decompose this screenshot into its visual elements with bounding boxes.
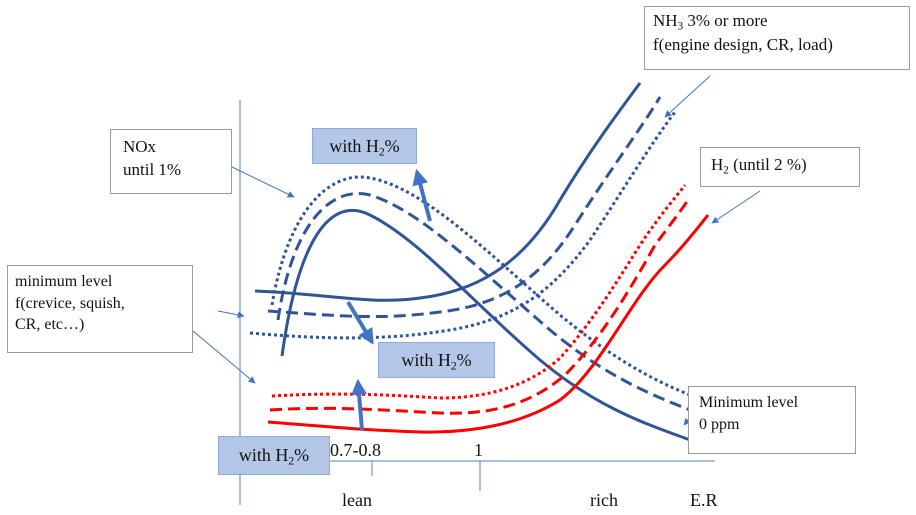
h2-effect-arrow-h2 <box>351 378 368 431</box>
with-h2-label-nh3: with H2% <box>378 342 495 378</box>
minimum-level-line2: f(crevice, squish, <box>15 294 125 312</box>
pointer-h2 <box>711 190 761 224</box>
nh3-callout-line2: f(engine design, CR, load) <box>653 35 833 55</box>
minimum-level-zero-callout-box: Minimum level 0 ppm <box>688 386 856 454</box>
pointer-nh3 <box>664 75 711 118</box>
pointer-nox <box>231 166 295 198</box>
tick-label-07-08: 0.7-0.8 <box>330 440 381 460</box>
pointer-minimum-level-2 <box>192 330 256 384</box>
nh3-curve-dashed <box>267 96 662 319</box>
minimum-level-line3: CR, etc…) <box>15 316 85 334</box>
h2-curve-dashed <box>269 199 690 415</box>
h2-curve-dotted <box>271 184 687 400</box>
nox-callout-line1: NOx <box>123 137 157 156</box>
h2-callout-box: H2 (until 2 %) <box>700 147 860 187</box>
minimum-level-line1: minimum level <box>15 273 113 290</box>
nh3-callout-line1: NH3 3% or more <box>653 11 768 33</box>
axis-label-rich: rich <box>590 490 618 510</box>
minimum-level-callout-box: minimum level f(crevice, squish, CR, etc… <box>7 265 193 353</box>
with-h2-label-h2: with H2% <box>218 436 330 475</box>
axis-label-er: E.R <box>690 490 718 510</box>
pointer-minimum-level-1 <box>217 310 245 319</box>
tick-label-1: 1 <box>474 440 483 460</box>
minimum-level-zero-line2: 0 ppm <box>699 415 740 433</box>
nox-callout-box: NOx until 1% <box>110 129 232 194</box>
axis-label-lean: lean <box>342 490 372 510</box>
h2-curve-solid <box>267 214 710 434</box>
with-h2-label-nox: with H2% <box>312 128 417 164</box>
nh3-curve-solid <box>254 82 642 302</box>
nox-callout-line2: until 1% <box>123 159 182 179</box>
minimum-level-zero-line1: Minimum level <box>699 394 799 411</box>
nox-curve-dashed <box>276 192 691 412</box>
nh3-callout-box: NH3 3% or more f(engine design, CR, load… <box>644 6 910 70</box>
h2-effect-arrow-nox <box>412 168 432 222</box>
nh3-curve-dotted <box>249 111 677 340</box>
nox-curve-solid <box>280 208 691 442</box>
h2-effect-arrow-nh3 <box>346 300 374 345</box>
